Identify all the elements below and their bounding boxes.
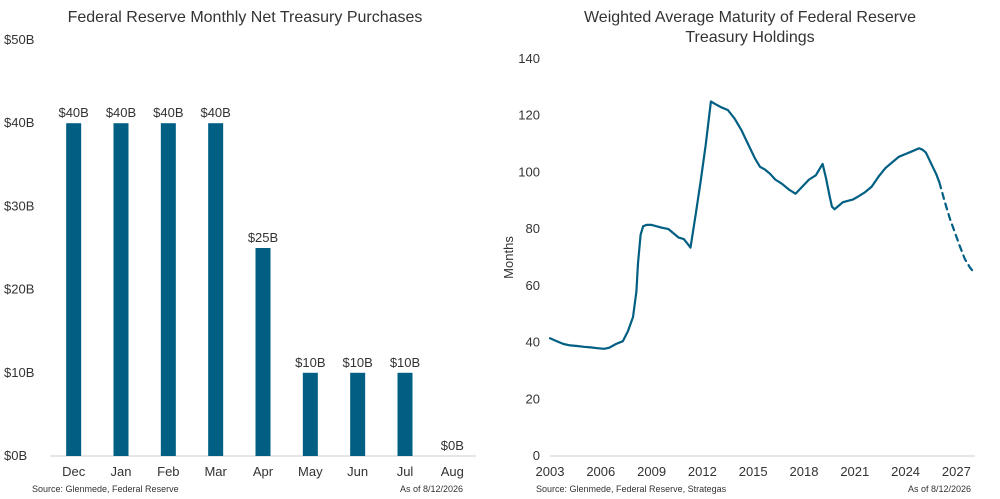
left-bar — [255, 248, 271, 456]
left-bar — [66, 123, 82, 456]
right-chart-title: Weighted Average Maturity of Federal Res… — [500, 8, 1000, 48]
right-y-axis-title: Months — [501, 236, 516, 279]
left-bar — [302, 372, 318, 456]
left-bar-data-label: $40B — [200, 105, 230, 120]
left-y-tick-label: $30B — [4, 198, 34, 213]
right-x-tick-label: 2015 — [739, 464, 768, 479]
right-x-tick-label: 2021 — [840, 464, 869, 479]
right-line-series-projection — [938, 181, 975, 273]
right-x-tick-label: 2006 — [586, 464, 615, 479]
left-chart-panel: Federal Reserve Monthly Net Treasury Pur… — [0, 0, 490, 499]
right-y-tick-label: 120 — [518, 108, 540, 123]
right-line-series-actual — [548, 100, 941, 350]
left-x-tick-label: Aug — [441, 464, 464, 479]
right-y-tick-label: 60 — [526, 278, 540, 293]
left-bar-data-label: $0B — [441, 438, 464, 453]
right-x-tick-label: 2009 — [637, 464, 666, 479]
left-bar-data-label: $25B — [248, 230, 278, 245]
right-y-tick-label: 140 — [518, 51, 540, 66]
left-bar-data-label: $10B — [342, 355, 372, 370]
right-chart-as-of-date: As of 8/12/2026 — [908, 484, 972, 494]
left-bar — [208, 123, 224, 456]
left-chart-title: Federal Reserve Monthly Net Treasury Pur… — [67, 9, 423, 26]
left-y-tick-label: $20B — [4, 282, 34, 297]
right-y-tick-label: 100 — [518, 164, 540, 179]
left-x-tick-label: Apr — [253, 464, 274, 479]
left-bar-data-label: $10B — [295, 355, 325, 370]
left-bar-data-label: $40B — [58, 105, 88, 120]
left-x-tick-label: Jan — [111, 464, 132, 479]
right-y-tick-label: 80 — [526, 221, 540, 236]
right-y-tick-label: 0 — [533, 448, 540, 463]
left-bar-data-label: $40B — [106, 105, 136, 120]
right-chart-title-line-1: Weighted Average Maturity of Federal Res… — [583, 9, 917, 26]
right-x-tick-label: 2027 — [942, 464, 971, 479]
left-bar — [397, 372, 413, 456]
left-y-tick-label: $50B — [4, 32, 34, 47]
right-x-tick-label: 2018 — [790, 464, 819, 479]
left-bar — [113, 123, 129, 456]
left-y-tick-label: $10B — [4, 365, 34, 380]
right-chart-title-line-2: Treasury Holdings — [685, 29, 815, 46]
right-chart-source: Source: Glenmede, Federal Reserve, Strat… — [536, 484, 727, 494]
left-x-tick-label: Dec — [62, 464, 86, 479]
left-y-tick-label: $40B — [4, 115, 34, 130]
left-x-tick-label: Feb — [157, 464, 179, 479]
left-x-tick-label: Mar — [204, 464, 227, 479]
left-chart-source: Source: Glenmede, Federal Reserve — [32, 484, 179, 494]
left-chart-as-of-date: As of 8/12/2026 — [400, 484, 464, 494]
right-x-tick-label: 2012 — [688, 464, 717, 479]
left-y-tick-label: $0B — [4, 448, 27, 463]
right-x-tick-label: 2003 — [536, 464, 565, 479]
right-y-tick-label: 40 — [526, 335, 540, 350]
right-chart-panel: Weighted Average Maturity of Federal Res… — [500, 0, 1000, 499]
right-y-tick-label: 20 — [526, 391, 540, 406]
left-x-tick-label: Jul — [397, 464, 414, 479]
left-bar-data-label: $40B — [153, 105, 183, 120]
right-chart-svg: 0 20 40 60 80 100 120 140 2003 2006 2009 2012 2015 20… — [501, 51, 975, 479]
right-x-tick-label: 2024 — [891, 464, 920, 479]
left-chart-svg: $0B $10B $20B $30B $40B $50B $40B Dec $40B Jan $40… — [4, 32, 476, 479]
left-bar — [350, 372, 366, 456]
left-x-tick-label: Jun — [347, 464, 368, 479]
left-x-tick-label: May — [298, 464, 323, 479]
left-bar-data-label: $10B — [390, 355, 420, 370]
left-bar — [160, 123, 176, 456]
